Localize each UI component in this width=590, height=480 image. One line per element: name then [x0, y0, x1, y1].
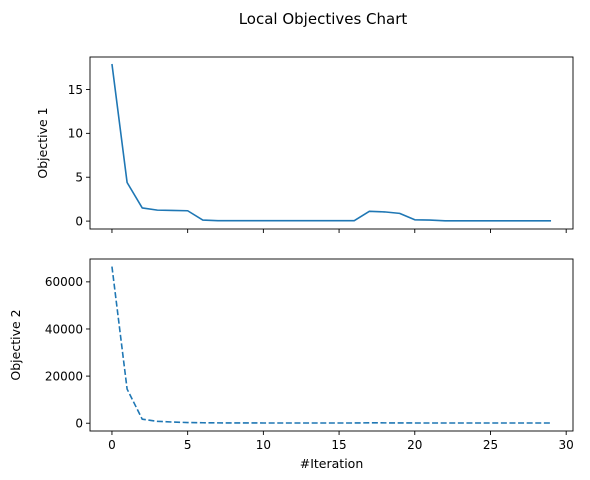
y-tick-label: 5 — [75, 171, 83, 185]
subplot-objective-2: 0 5 10 15 20 25 30 0 20000 40000 60000 Objective 2 #… — [8, 258, 574, 471]
y-tick-label: 0 — [75, 214, 83, 228]
series-line-1 — [111, 63, 552, 222]
x-tick-label: 30 — [559, 438, 574, 452]
x-tick-label: 15 — [331, 438, 346, 452]
axes-frame-1 — [89, 56, 574, 230]
y-tick-label: 0 — [75, 417, 83, 431]
y-tick-label: 10 — [68, 127, 83, 141]
x-tick-label: 0 — [108, 438, 116, 452]
x-tick-label: 10 — [256, 438, 271, 452]
x-tick-label: 20 — [407, 438, 422, 452]
figure-title: Local Objectives Chart — [239, 10, 408, 28]
series-line-2 — [111, 266, 552, 424]
y-tick-label: 40000 — [45, 322, 83, 336]
subplot-objective-1: 0 5 10 15 Objective 1 — [35, 56, 574, 233]
y-axis-label: Objective 2 — [8, 309, 23, 380]
y-tick-label: 20000 — [45, 369, 83, 383]
axes-frame-2 — [89, 258, 574, 432]
y-axis-label: Objective 1 — [35, 107, 50, 178]
y-tick-label: 60000 — [45, 275, 83, 289]
x-tick-label: 25 — [483, 438, 498, 452]
x-tick-label: 5 — [184, 438, 192, 452]
x-axis-label: #Iteration — [300, 456, 364, 471]
y-tick-label: 15 — [68, 83, 83, 97]
